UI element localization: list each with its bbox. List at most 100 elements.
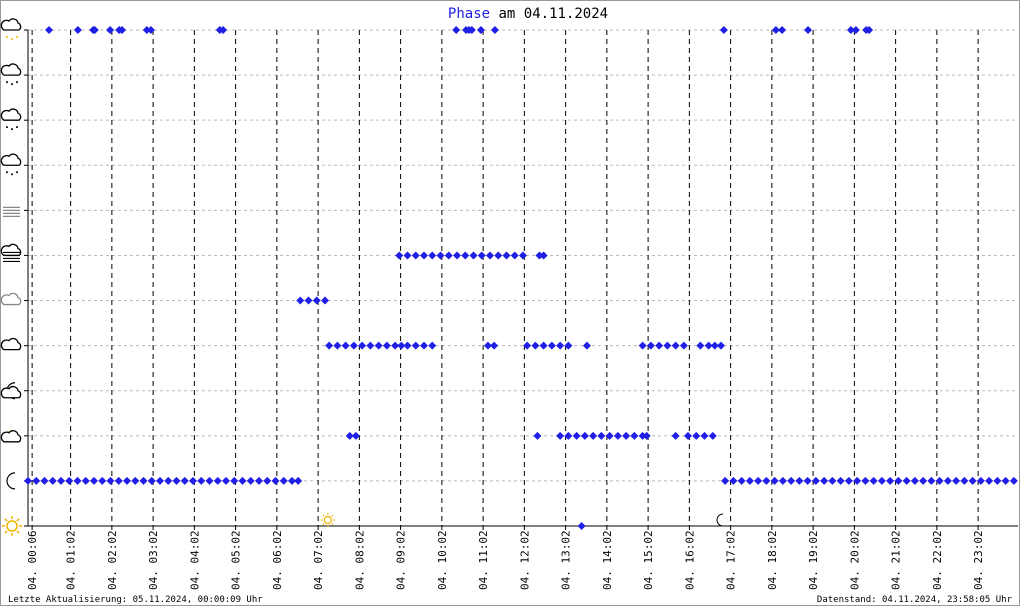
point: [374, 341, 383, 350]
point: [391, 341, 400, 350]
point: [139, 476, 148, 485]
x-tick-label: 04. 10:02: [436, 530, 449, 590]
point: [45, 26, 54, 34]
point: [444, 251, 453, 260]
point: [535, 251, 544, 260]
cloud: [0, 63, 22, 76]
point: [803, 476, 812, 485]
point: [146, 26, 155, 34]
cloud: [0, 108, 22, 121]
x-tick-label: 04. 00:06: [26, 530, 39, 590]
sunrise-mark: [320, 513, 335, 527]
drop: [6, 36, 8, 38]
x-tick-label: 04. 19:02: [807, 530, 820, 590]
cloud: [0, 292, 22, 306]
point: [836, 476, 845, 485]
point: [886, 476, 895, 485]
point: [865, 26, 874, 34]
point: [564, 431, 573, 440]
point: [993, 476, 1002, 485]
y-icon: [6, 472, 16, 490]
point: [572, 431, 581, 440]
point: [564, 341, 573, 350]
point: [762, 476, 771, 485]
point: [919, 476, 928, 485]
drop: [6, 171, 8, 174]
drop: [16, 36, 18, 38]
point: [605, 431, 614, 440]
x-tick-label: 04. 06:02: [271, 530, 284, 590]
point: [382, 341, 391, 350]
point: [321, 296, 329, 305]
point: [57, 476, 65, 485]
point: [655, 341, 664, 350]
point: [90, 476, 98, 485]
point: [453, 251, 461, 260]
point: [771, 26, 780, 34]
point: [452, 26, 461, 34]
chart-title: Phase am 04.11.2024: [448, 6, 608, 22]
point: [288, 476, 296, 485]
point: [692, 431, 701, 440]
y-icon: [0, 243, 22, 263]
point: [312, 296, 321, 305]
x-tick-label: 04. 15:02: [642, 530, 655, 590]
point: [869, 476, 878, 485]
point: [795, 476, 804, 485]
x-tick-label: 04. 05:02: [230, 530, 243, 590]
footer-left: Letzte Aktualisierung: 05.11.2024, 00:00…: [8, 595, 263, 605]
point: [613, 431, 622, 440]
x-tick-label: 04. 22:02: [931, 530, 944, 590]
point: [73, 476, 82, 485]
x-tick-label: 04. 02:02: [106, 530, 119, 590]
point: [180, 476, 189, 485]
point: [927, 476, 936, 485]
point: [696, 341, 705, 350]
x-tick-label: 04. 09:02: [395, 530, 408, 590]
point: [118, 26, 127, 34]
point: [642, 431, 651, 440]
point: [106, 26, 115, 34]
point: [679, 341, 688, 350]
point: [205, 476, 214, 485]
point: [976, 476, 985, 485]
point: [646, 341, 655, 350]
ray: [4, 530, 8, 534]
point: [533, 431, 542, 440]
point: [428, 251, 437, 260]
ray: [322, 523, 325, 526]
point: [469, 251, 478, 260]
x-tick-label: 04. 16:02: [683, 530, 696, 590]
point: [222, 476, 230, 485]
point: [65, 476, 74, 485]
cloud: [0, 337, 22, 351]
point: [461, 251, 470, 260]
point: [333, 341, 342, 350]
point: [341, 341, 350, 350]
point: [589, 431, 598, 440]
point: [411, 341, 420, 350]
point: [700, 431, 709, 440]
point: [960, 476, 969, 485]
y-icon: [0, 108, 22, 131]
y-icon: [0, 337, 22, 351]
x-tick-label: 04. 14:02: [601, 530, 614, 590]
point: [98, 476, 107, 485]
point: [486, 251, 494, 260]
point: [467, 26, 476, 34]
y-icon: [0, 292, 22, 306]
point: [436, 251, 445, 260]
drop: [16, 171, 18, 174]
point: [271, 476, 280, 485]
point: [1009, 476, 1018, 485]
point: [114, 476, 123, 485]
point: [142, 26, 151, 34]
title-highlight: Phase: [448, 6, 490, 22]
y-icon: [3, 206, 20, 217]
point: [719, 26, 728, 34]
drop: [11, 38, 13, 40]
point: [844, 476, 853, 485]
ray: [4, 518, 8, 522]
moon: [6, 472, 16, 490]
